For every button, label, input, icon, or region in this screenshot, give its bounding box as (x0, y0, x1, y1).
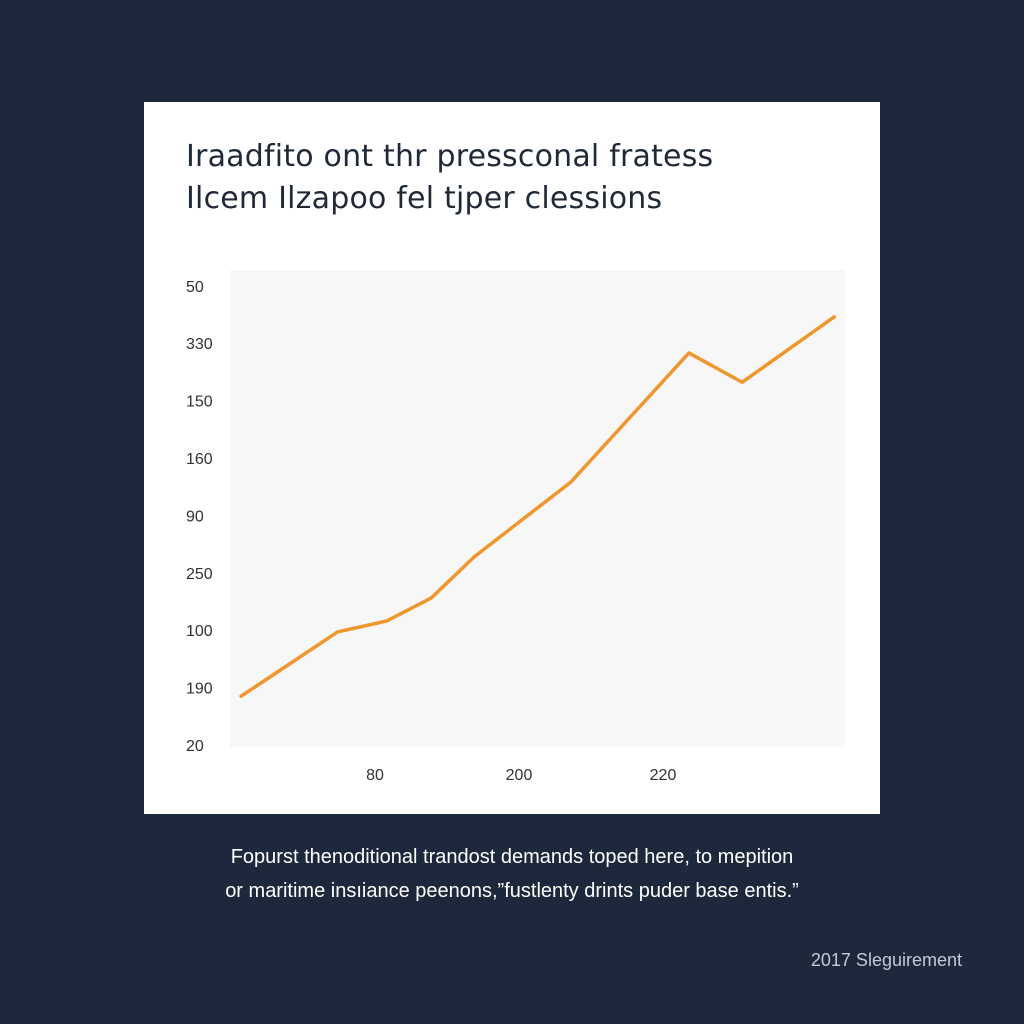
y-tick-label: 160 (186, 451, 213, 468)
y-tick-label: 90 (186, 508, 204, 525)
caption: Fopurst thenoditional trandost demands t… (140, 840, 884, 908)
y-tick-label: 330 (186, 336, 213, 353)
y-tick-label: 50 (186, 279, 204, 296)
x-tick-label: 80 (366, 767, 384, 784)
line-chart: 50 330 150 160 90 250 100 190 20 80 200 220 (186, 270, 845, 784)
chart-title: Iraadfito ont thr pressconal fratess Ilc… (186, 136, 713, 220)
caption-line-2: or maritime insıiance peenons,”fustlenty… (225, 880, 799, 902)
series-line (239, 315, 837, 698)
y-tick-label: 190 (186, 681, 213, 698)
y-tick-label: 100 (186, 623, 213, 640)
y-axis: 50 330 150 160 90 250 100 190 20 (186, 279, 213, 755)
y-tick-label: 250 (186, 566, 213, 583)
x-axis: 80 200 220 (366, 767, 676, 784)
x-tick-label: 200 (506, 767, 533, 784)
chart-card: Iraadfito ont thr pressconal fratess Ilc… (144, 102, 880, 814)
caption-line-1: Fopurst thenoditional trandost demands t… (230, 846, 794, 868)
title-line-1: Iraadfito ont thr pressconal fratess (186, 139, 714, 174)
title-line-2: Ilcem Ilzapoo fel tjper clessions (186, 181, 663, 216)
y-tick-label: 20 (186, 738, 204, 755)
footer-text: 2017 Sleguirement (810, 950, 962, 970)
x-tick-label: 220 (650, 767, 677, 784)
y-tick-label: 150 (186, 394, 213, 411)
